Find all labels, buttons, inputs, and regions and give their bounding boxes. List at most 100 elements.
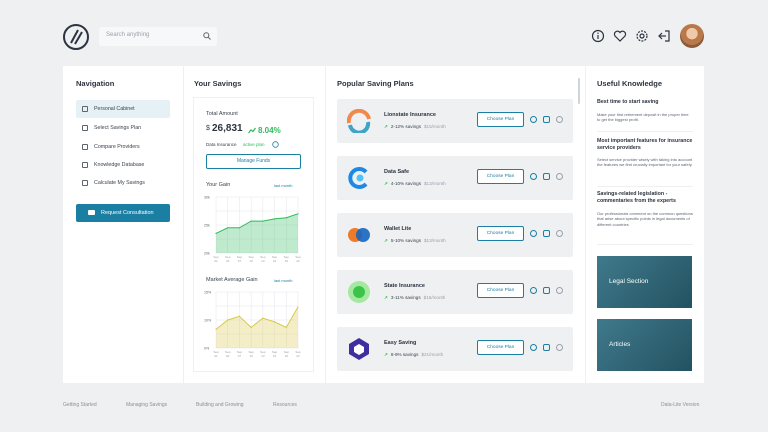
choose-plan-button[interactable]: Choose Plan	[477, 169, 524, 184]
choose-plan-button[interactable]: Choose Plan	[477, 226, 524, 241]
plan-row[interactable]: State Insurance ↗ 3-11% savings $15/month …	[337, 270, 573, 314]
search-icon	[203, 32, 211, 40]
y-tick-label: 20k	[204, 252, 210, 256]
plan-row[interactable]: Easy Saving ↗ 8-9% savings $21/month Choos…	[337, 327, 573, 371]
plans-title: Popular Saving Plans	[337, 79, 414, 88]
info-icon[interactable]	[530, 344, 537, 351]
plan-range: 8-9% savings	[390, 352, 419, 357]
data-point	[227, 319, 229, 321]
search-input[interactable]: Search anything	[99, 27, 217, 46]
heart-icon[interactable]	[543, 344, 550, 351]
x-tick-label: Sep	[284, 255, 290, 259]
plan-name: Lionstate Insurance	[384, 112, 436, 118]
article-title[interactable]: Best time to start saving	[597, 99, 659, 105]
x-tick-label: Sep	[213, 255, 219, 259]
info-icon[interactable]	[530, 173, 537, 180]
user-avatar[interactable]	[680, 24, 704, 48]
plans-scrollbar[interactable]	[578, 78, 580, 104]
article-text: Select service provider wisely with taki…	[597, 157, 693, 168]
data-safe-logo-icon	[348, 167, 368, 189]
article-title[interactable]: Savings-related legislation - commentari…	[597, 191, 676, 204]
data-point	[238, 227, 241, 229]
data-point	[273, 321, 276, 323]
y-tick-label: 15%	[204, 291, 212, 295]
legal-section-tile[interactable]: Legal Section	[597, 256, 692, 308]
plan-price: $15/month	[424, 124, 446, 129]
article-title[interactable]: Most important features for insurance se…	[597, 138, 693, 151]
y-tick-label: 10%	[204, 319, 212, 323]
plan-name: Easy Saving	[384, 340, 417, 346]
more-icon[interactable]	[556, 287, 563, 294]
area-fill	[216, 213, 298, 253]
plan-range: 3-11% savings	[390, 295, 421, 300]
heart-icon[interactable]	[543, 116, 550, 123]
heart-icon[interactable]	[543, 173, 550, 180]
footer-link[interactable]: Getting Started	[63, 402, 97, 408]
x-tick-label: 13	[261, 259, 265, 263]
nav-item-personal-cabinet[interactable]: Personal Cabinet	[76, 100, 170, 118]
gain-period-dropdown[interactable]: last month	[274, 183, 293, 188]
nav-item-select-savings-plan[interactable]: Select Savings Plan	[76, 119, 170, 137]
grid-icon	[82, 106, 88, 112]
tile-label: Articles	[609, 341, 631, 348]
x-tick-label: 10	[249, 354, 253, 358]
nav-item-calculate-my-savings[interactable]: Calculate My Savings	[76, 174, 170, 192]
choose-plan-button[interactable]: Choose Plan	[477, 340, 524, 355]
app-logo[interactable]	[63, 24, 89, 50]
articles-tile[interactable]: Articles	[597, 319, 692, 371]
column-divider	[183, 66, 184, 383]
more-icon[interactable]	[556, 344, 563, 351]
settings-icon[interactable]	[635, 29, 649, 43]
heart-icon[interactable]	[543, 287, 550, 294]
column-divider	[585, 66, 586, 383]
info-icon[interactable]	[272, 141, 279, 148]
nav-item-knowledge-database[interactable]: Knowledge Database	[76, 156, 170, 174]
nav-item-compare-providers[interactable]: Compare Providers	[76, 138, 170, 156]
savings-title: Your Savings	[194, 79, 242, 88]
plan-row[interactable]: Lionstate Insurance ↗ 2-12% savings $15/mo…	[337, 99, 573, 143]
data-point	[215, 328, 217, 330]
manage-funds-button[interactable]: Manage Funds	[206, 154, 301, 169]
choose-plan-button[interactable]: Choose Plan	[477, 112, 524, 127]
state-insurance-logo-icon	[348, 281, 370, 303]
x-tick-label: 22	[296, 259, 300, 263]
x-tick-label: Sep	[225, 255, 231, 259]
data-point	[227, 227, 229, 229]
x-tick-label: Sep	[213, 350, 219, 354]
x-tick-label: 13	[261, 354, 265, 358]
data-point	[285, 217, 287, 219]
trend-up-icon: ↗	[384, 124, 388, 129]
nav-item-label: Personal Cabinet	[94, 106, 135, 112]
trend-up-icon: ↗	[384, 352, 388, 357]
info-icon[interactable]	[530, 116, 537, 123]
x-tick-label: Sep	[260, 350, 266, 354]
info-icon[interactable]	[530, 287, 537, 294]
calculator-icon	[82, 180, 88, 186]
trend-up-icon	[248, 127, 256, 134]
request-consultation-button[interactable]: Request Consultation	[76, 204, 170, 222]
insurance-label: Data Insurance	[206, 142, 237, 147]
heart-icon[interactable]	[543, 230, 550, 237]
data-point	[273, 218, 276, 220]
market-period-dropdown[interactable]: last month	[274, 278, 293, 283]
y-tick-label: 25k	[204, 224, 210, 228]
info-icon[interactable]	[530, 230, 537, 237]
footer-link[interactable]: Building and Growing	[196, 402, 244, 408]
plan-row[interactable]: Wallet Lite ↗ 5-10% savings $13/month Choo…	[337, 213, 573, 257]
heart-icon[interactable]	[613, 29, 627, 43]
logout-icon[interactable]	[657, 29, 671, 43]
document-icon	[82, 125, 88, 131]
more-icon[interactable]	[556, 230, 563, 237]
gain-chart: 30k25k20kSep01Sep04Sep07Sep10Sep13Sep16S…	[204, 196, 301, 264]
data-point	[297, 306, 299, 308]
choose-plan-button[interactable]: Choose Plan	[477, 283, 524, 298]
plan-name: Data Safe	[384, 169, 410, 175]
more-icon[interactable]	[556, 116, 563, 123]
info-icon[interactable]	[591, 29, 605, 43]
footer-link[interactable]: Managing Savings	[126, 402, 168, 408]
total-amount-value: 26,831	[212, 123, 243, 134]
footer-version: Data-Lite Version	[661, 402, 700, 408]
plan-row[interactable]: Data Safe ↗ 4-10% savings $13/month Choose…	[337, 156, 573, 200]
more-icon[interactable]	[556, 173, 563, 180]
footer-link[interactable]: Resources	[273, 402, 297, 408]
